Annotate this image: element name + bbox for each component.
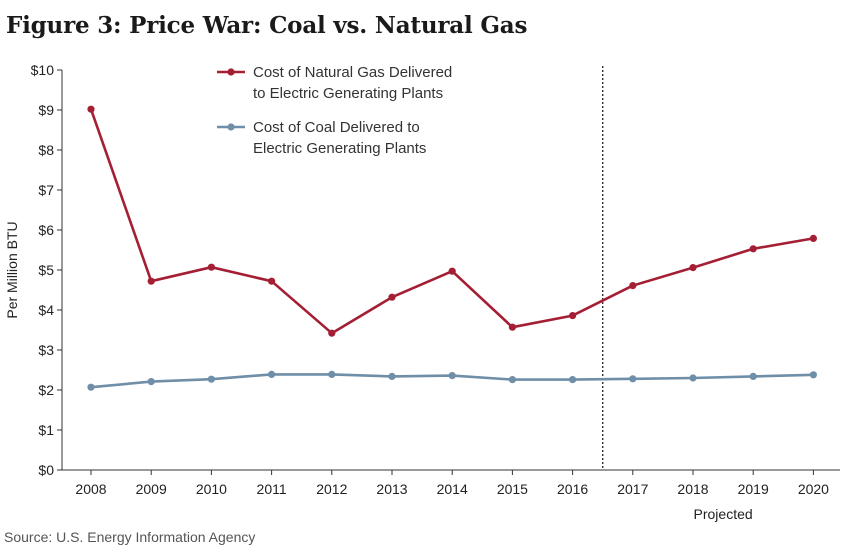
data-point <box>689 374 697 382</box>
y-tick-label: $3 <box>38 342 54 358</box>
y-tick-label: $1 <box>38 422 54 438</box>
data-point <box>569 312 577 320</box>
x-tick-label: 2015 <box>497 481 528 497</box>
x-tick-label: 2020 <box>798 481 829 497</box>
data-point <box>809 234 818 242</box>
data-point <box>207 375 215 383</box>
x-axis: 2008 2009 2010 2011 2012 2013 2014 2015 2016 2017… <box>62 469 840 497</box>
y-axis: $0 $1 $2 $3 $4 $5 $6 $7 $8 $9 $10 <box>31 62 63 478</box>
y-tick-label: $7 <box>38 182 54 198</box>
series-line <box>89 108 814 335</box>
data-point <box>388 293 396 301</box>
x-tick-label: 2016 <box>557 481 588 497</box>
data-point <box>689 264 697 272</box>
data-point <box>388 372 396 380</box>
x-tick-label: 2017 <box>617 481 648 497</box>
series-natural-gas <box>87 105 818 337</box>
y-tick-label: $10 <box>31 62 55 78</box>
legend-label: Cost of Natural Gas Delivered <box>253 64 452 81</box>
data-point <box>508 323 516 331</box>
x-tick-label: 2011 <box>257 481 287 497</box>
data-point <box>569 376 577 384</box>
legend-label: to Electric Generating Plants <box>253 85 443 102</box>
y-tick-label: $9 <box>38 102 54 118</box>
data-point <box>809 371 818 379</box>
data-point <box>268 277 276 285</box>
source-note: Source: U.S. Energy Information Agency <box>4 529 256 545</box>
y-tick-label: $8 <box>38 142 54 158</box>
data-point <box>268 370 276 378</box>
legend-swatch-marker <box>227 123 235 131</box>
legend-swatch-marker <box>227 68 235 76</box>
x-tick-label: 2012 <box>316 481 347 497</box>
x-tick-label: 2018 <box>677 481 708 497</box>
series-coal <box>87 370 818 391</box>
data-point <box>448 267 456 275</box>
data-point <box>749 372 757 380</box>
series-layer <box>87 105 818 391</box>
legend-item: Cost of Natural Gas Delivered to Electric… <box>217 64 452 102</box>
legend-label: Electric Generating Plants <box>253 140 426 157</box>
y-tick-label: $2 <box>38 382 54 398</box>
y-tick-label: $4 <box>38 302 54 318</box>
data-point <box>207 263 215 271</box>
y-tick-label: $6 <box>38 222 54 238</box>
data-point <box>87 105 95 113</box>
data-point <box>448 372 456 380</box>
projected-label: Projected <box>694 506 753 522</box>
x-tick-label: 2014 <box>437 481 468 497</box>
x-tick-label: 2013 <box>376 481 407 497</box>
data-point <box>87 383 95 391</box>
data-point <box>328 329 336 337</box>
legend-label: Cost of Coal Delivered to <box>253 119 420 136</box>
data-point <box>629 282 637 290</box>
data-point <box>147 277 155 285</box>
data-point <box>328 370 336 378</box>
legend-item: Cost of Coal Delivered to Electric Genera… <box>217 119 426 157</box>
chart-title: Figure 3: Price War: Coal vs. Natural Ga… <box>6 12 528 39</box>
x-tick-label: 2010 <box>196 481 227 497</box>
y-tick-label: $0 <box>38 462 54 478</box>
legend: Cost of Natural Gas Delivered to Electric… <box>217 64 452 157</box>
data-point <box>749 245 757 253</box>
x-tick-label: 2019 <box>738 481 769 497</box>
x-tick-label: 2008 <box>75 481 106 497</box>
y-axis-label: Per Million BTU <box>4 221 20 318</box>
x-tick-label: 2009 <box>136 481 167 497</box>
y-tick-label: $5 <box>38 262 54 278</box>
data-point <box>508 376 516 384</box>
data-point <box>147 378 155 386</box>
data-point <box>629 375 637 383</box>
